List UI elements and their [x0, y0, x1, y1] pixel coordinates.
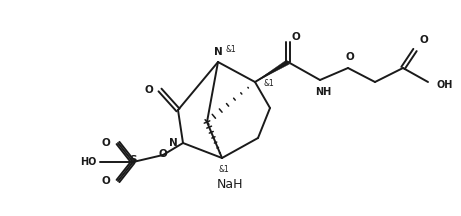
Text: O: O: [144, 85, 153, 95]
Text: NH: NH: [315, 87, 331, 97]
Text: HO: HO: [80, 157, 96, 167]
Text: O: O: [291, 32, 300, 42]
Text: &1: &1: [264, 79, 274, 89]
Text: O: O: [419, 35, 428, 45]
Text: O: O: [101, 138, 110, 148]
Text: N: N: [213, 47, 222, 57]
Text: O: O: [101, 176, 110, 186]
Polygon shape: [255, 60, 290, 82]
Text: O: O: [346, 52, 355, 62]
Text: &1: &1: [219, 165, 230, 175]
Text: NaH: NaH: [217, 178, 243, 192]
Text: OH: OH: [436, 80, 452, 90]
Text: O: O: [159, 149, 167, 159]
Text: S: S: [129, 155, 137, 165]
Text: N: N: [169, 138, 178, 148]
Text: &1: &1: [225, 44, 236, 54]
